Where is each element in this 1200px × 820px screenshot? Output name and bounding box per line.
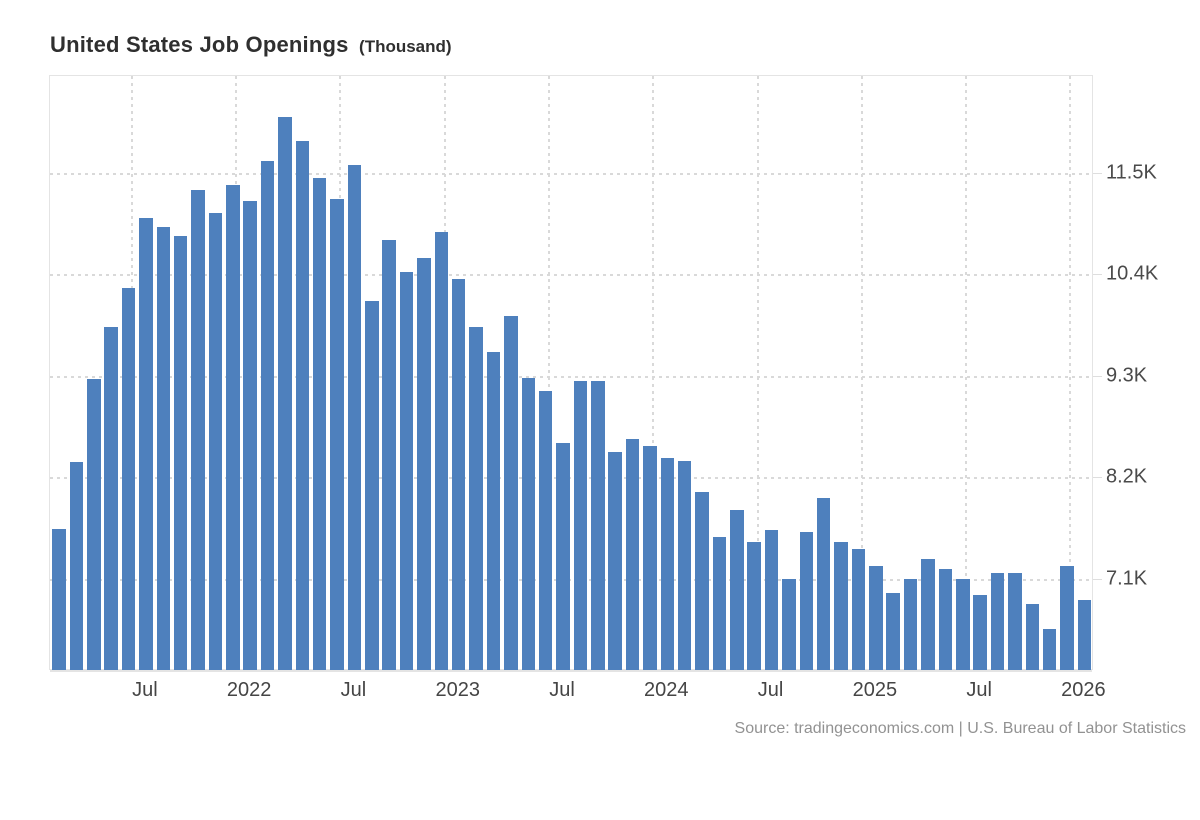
bar[interactable] [869, 565, 883, 670]
bar[interactable] [730, 510, 744, 670]
y-tick-mark [1093, 578, 1102, 580]
y-tick-label: 7.1K [1106, 567, 1148, 590]
bar[interactable] [695, 492, 709, 670]
bar[interactable] [347, 165, 362, 670]
bar[interactable] [643, 445, 657, 670]
bar[interactable] [556, 443, 570, 670]
bar[interactable] [69, 462, 84, 670]
bar[interactable] [104, 326, 118, 670]
bar[interactable] [1060, 565, 1074, 670]
y-tick-mark [1093, 172, 1102, 174]
chart-unit-label: (Thousand) [359, 37, 452, 56]
bar[interactable] [278, 116, 292, 670]
x-tick-label: 2024 [644, 679, 689, 701]
y-tick-mark [1093, 274, 1102, 276]
bar[interactable] [521, 377, 535, 670]
y-tick-mark [1093, 375, 1102, 377]
bar[interactable] [660, 457, 675, 670]
bar[interactable] [52, 528, 66, 670]
bar[interactable] [382, 240, 396, 670]
bar[interactable] [886, 593, 900, 670]
x-tick-label: 2026 [1061, 679, 1106, 701]
x-gridline [1069, 76, 1072, 670]
bar[interactable] [365, 301, 379, 670]
bar[interactable] [417, 257, 431, 670]
bar[interactable] [208, 213, 223, 670]
bar[interactable] [243, 200, 257, 670]
bar[interactable] [504, 315, 518, 670]
bar[interactable] [486, 351, 501, 670]
y-tick-label: 11.5K [1106, 161, 1157, 184]
bar[interactable] [747, 541, 761, 670]
x-tick-label: 2025 [852, 679, 898, 701]
y-gridline [50, 578, 1092, 581]
y-tick-label: 8.2K [1106, 465, 1148, 488]
bar[interactable] [1008, 573, 1022, 670]
bar[interactable] [399, 271, 414, 670]
x-tick-label: 2022 [226, 679, 272, 701]
x-tick-label: Jul [340, 679, 367, 701]
bar[interactable] [973, 595, 987, 670]
bar[interactable] [712, 537, 727, 670]
bar[interactable] [903, 578, 918, 670]
y-tick-mark [1093, 477, 1102, 479]
x-tick-label: 2023 [435, 679, 480, 701]
bar[interactable] [191, 190, 205, 670]
plot-area [49, 75, 1093, 672]
y-gridline [50, 375, 1092, 378]
bar[interactable] [990, 573, 1005, 670]
bar[interactable] [469, 326, 483, 670]
bar[interactable] [956, 578, 970, 670]
chart-header: United States Job Openings (Thousand) [50, 32, 452, 58]
x-tick-label: Jul [757, 679, 784, 701]
y-gridline [50, 172, 1092, 175]
x-gridline [652, 76, 655, 670]
x-gridline [965, 76, 968, 670]
bar[interactable] [677, 460, 692, 670]
bar[interactable] [591, 381, 605, 670]
bar[interactable] [573, 381, 588, 670]
bar[interactable] [139, 218, 153, 670]
source-attribution: Source: tradingeconomics.com | U.S. Bure… [734, 720, 1186, 737]
y-tick-label: 9.3K [1106, 364, 1148, 387]
x-gridline [860, 76, 863, 670]
bar[interactable] [173, 235, 188, 670]
x-axis-baseline [50, 669, 1092, 672]
bar[interactable] [1025, 603, 1040, 670]
bar[interactable] [434, 231, 449, 670]
bar[interactable] [260, 160, 275, 670]
y-gridline [50, 274, 1092, 277]
bar[interactable] [121, 288, 136, 670]
x-tick-label: Jul [549, 679, 575, 701]
x-tick-label: Jul [132, 679, 158, 701]
bar[interactable] [921, 559, 935, 670]
bar[interactable] [330, 198, 344, 670]
bar[interactable] [1077, 599, 1092, 670]
bar[interactable] [764, 529, 779, 670]
x-gridline [548, 76, 551, 670]
y-tick-label: 10.4K [1106, 262, 1159, 285]
bar[interactable] [938, 569, 953, 670]
bar[interactable] [312, 178, 327, 670]
bar[interactable] [538, 390, 553, 670]
x-tick-label: Jul [966, 679, 992, 701]
x-gridline [756, 76, 759, 670]
bar[interactable] [851, 549, 866, 670]
bar[interactable] [782, 578, 796, 670]
bar[interactable] [295, 141, 310, 670]
y-gridline [50, 477, 1092, 480]
bar[interactable] [608, 452, 622, 670]
bar[interactable] [816, 497, 831, 670]
bar[interactable] [451, 278, 466, 670]
bar[interactable] [834, 541, 848, 670]
chart-title: United States Job Openings [50, 32, 349, 57]
bar[interactable] [1042, 629, 1057, 670]
bar[interactable] [799, 531, 814, 670]
bar[interactable] [226, 184, 240, 670]
bar[interactable] [87, 378, 101, 670]
bar[interactable] [156, 227, 171, 670]
bar[interactable] [625, 439, 640, 670]
